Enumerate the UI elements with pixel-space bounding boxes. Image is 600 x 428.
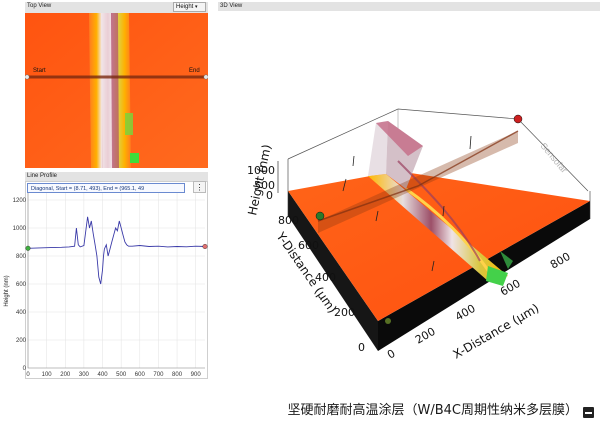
end-label: End [189,68,200,74]
x-tick-label-0: 0 [26,372,30,378]
profile-end-marker[interactable] [202,243,208,249]
y-tick-label-3: 600 [16,282,27,288]
caption-text: 坚硬耐磨耐高温涂层（W/B4C周期性纳米多层膜） [276,403,578,419]
y-tick-4: 0 [358,341,365,354]
line-profile-chart[interactable]: Height (nm) 0 200 400 600 800 1000 1200 0 100 200… [0,181,210,379]
y-tick-label-0: 0 [23,366,27,372]
profile-menu-button[interactable]: ⋮ [193,181,206,193]
view3d-header: 3D View [218,2,600,11]
series-0-line [27,216,206,285]
profile-start-marker[interactable] [25,245,31,251]
y-tick-label-5: 1000 [13,226,27,232]
plot-axes [27,186,205,369]
y-tick-0: 800 [278,214,299,227]
height-mode-value: Height [176,4,194,10]
caption-label: 坚硬耐磨耐高温涂层（W/B4C周期性纳米多层膜） [287,403,578,418]
y-tick-label-2: 400 [16,310,27,316]
x-tick-0: 0 [385,347,398,362]
x-tick-label-4: 400 [98,372,109,378]
x-tick-label-9: 900 [191,372,202,378]
y-tick-3: 200 [334,306,355,319]
top-view-image[interactable]: Start End [25,13,208,168]
z-tick-0: 1000 [247,164,275,177]
x-tick-2: 400 [453,302,478,324]
z-tick-2: 0 [266,189,273,202]
y-tick-label-4: 800 [16,254,27,260]
height-mode-select[interactable]: Height ▾ [173,2,206,12]
profile-legend-text: Diagonal, Start = (8.71, 493), End = (96… [31,186,145,192]
start-label: Start [33,68,46,74]
chevron-down-icon: ▾ [195,4,198,10]
line-profile-header: Line Profile [25,172,208,181]
watermark: Sensofar [538,141,569,175]
top-view-header: Top View [25,2,208,13]
profile-legend: Diagonal, Start = (8.71, 493), End = (96… [27,183,185,193]
y-axis-title: Height (nm) [4,275,10,306]
x-tick-label-6: 600 [135,372,146,378]
x-tick-4: 800 [548,250,573,272]
y-tick-1: 600 [298,239,319,252]
3d-view-render[interactable]: Height (nm) 1000 500 0 800 600 400 200 0… [218,11,600,386]
x-tick-label-3: 300 [79,372,90,378]
vertical-ellipsis-icon: ⋮ [195,183,204,192]
y-tick-label-1: 200 [16,338,27,344]
minus-square-icon[interactable] [583,407,594,418]
x-tick-1: 200 [413,325,438,347]
x-tick-label-8: 800 [172,372,183,378]
z-tick-1: 500 [254,179,275,192]
y-tick-2: 400 [315,271,336,284]
x-tick-label-2: 200 [60,372,71,378]
x-tick-label-7: 700 [153,372,164,378]
view3d-title: 3D View [220,3,243,9]
line-profile-title: Line Profile [27,173,58,179]
x-tick-label-5: 500 [116,372,127,378]
top-view-title: Top View [27,3,52,9]
y-tick-label-6: 1200 [13,198,27,204]
x-tick-label-1: 100 [42,372,53,378]
line-profile-panel [25,181,208,379]
